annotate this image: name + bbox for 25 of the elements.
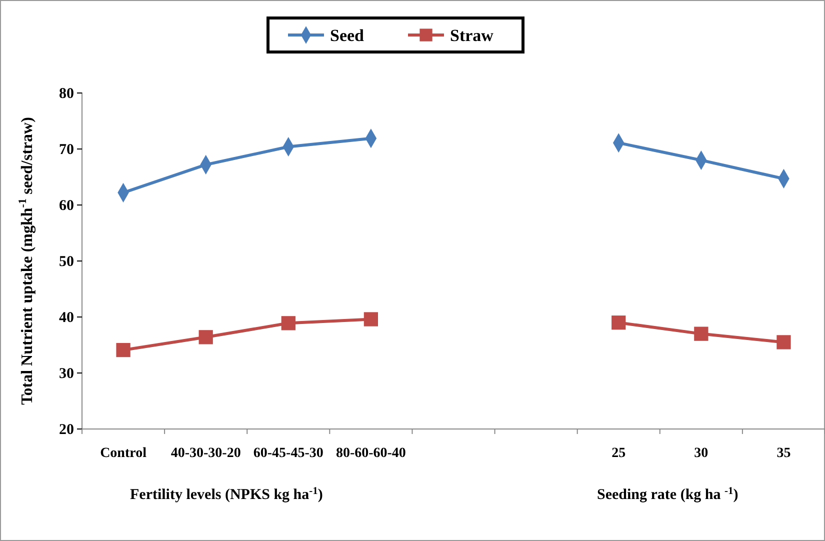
y-tick-label: 60 <box>59 198 74 214</box>
x-tick-label: 30 <box>694 446 708 461</box>
point <box>694 326 708 341</box>
text: Seeding rate (kg ha $^{-1}$) <box>597 486 738 503</box>
y-tick-label: 50 <box>59 254 74 270</box>
y-tick-label: 40 <box>59 310 74 326</box>
y-tick-label: 30 <box>59 366 74 382</box>
text: Fertility levels (NPKS kg ha$^{-1}$) <box>130 486 323 503</box>
legend-label: Straw <box>450 26 494 45</box>
y-tick-label: 20 <box>59 422 74 438</box>
x-tick-label: 40-30-30-20 <box>170 446 241 461</box>
x-tick-label: Control <box>100 446 147 461</box>
x-tick-label: 60-45-45-30 <box>253 446 324 461</box>
y-tick-label: 70 <box>59 142 74 158</box>
point <box>281 316 296 330</box>
point <box>198 330 213 344</box>
point <box>776 335 791 350</box>
x-tick-label: 35 <box>776 446 791 461</box>
y-tick-label: 80 <box>59 86 74 102</box>
legend-label: Seed <box>330 26 365 45</box>
x-tick-label: 25 <box>612 446 626 461</box>
x-tick-label: 80-60-60-40 <box>336 446 406 461</box>
point <box>116 342 130 358</box>
point <box>612 316 626 330</box>
point <box>364 312 378 326</box>
